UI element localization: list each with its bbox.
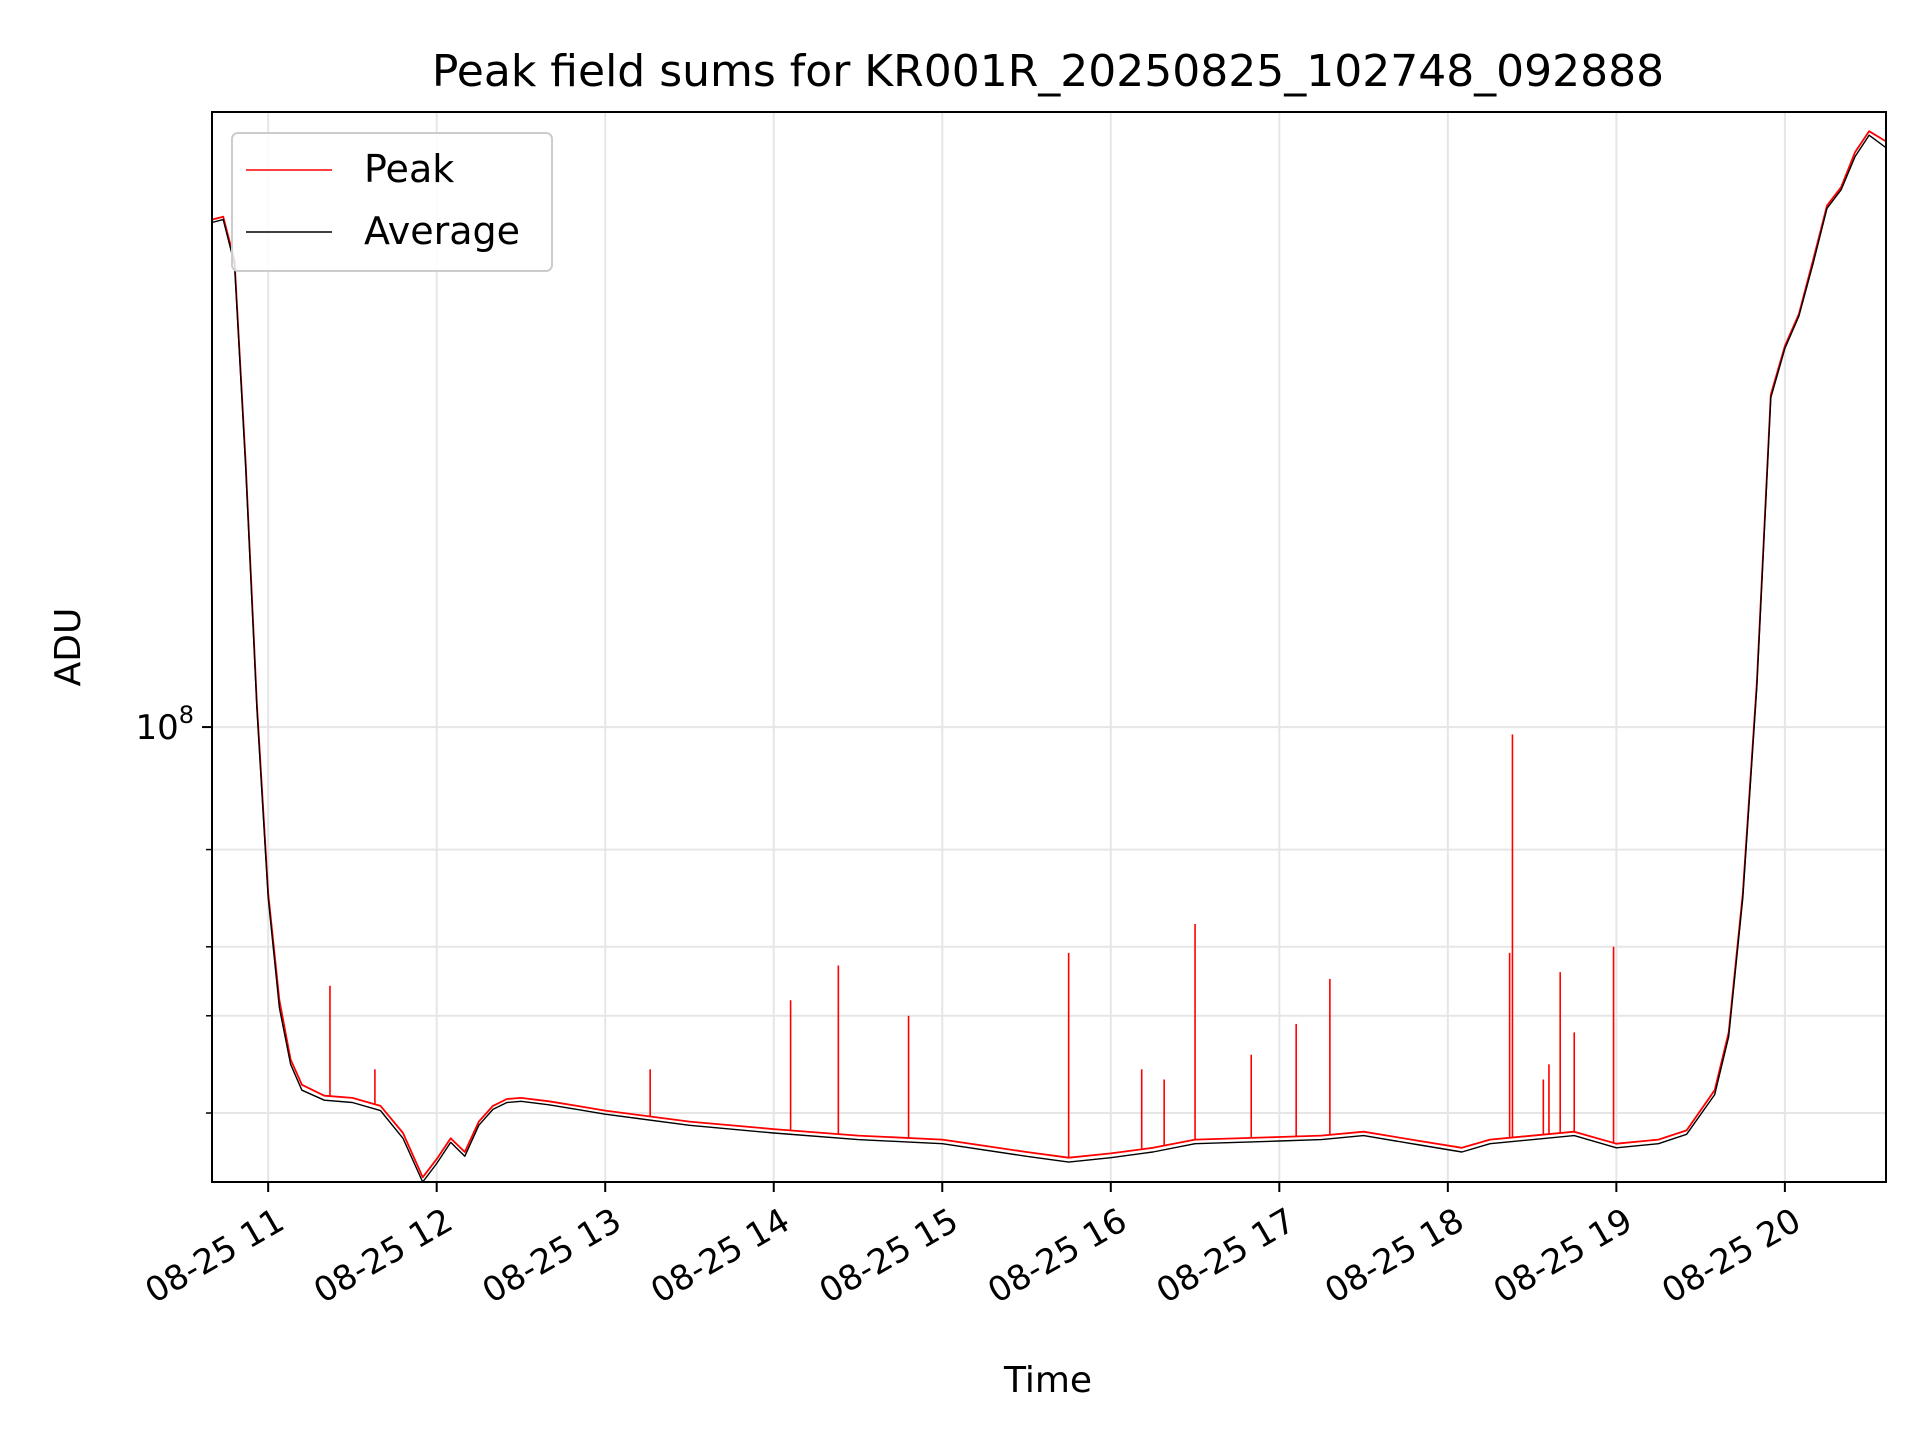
y-axis-label: ADU: [48, 608, 89, 687]
series-average-line: [212, 134, 1886, 1182]
chart-title: Peak field sums for KR001R_20250825_1027…: [432, 46, 1664, 97]
y-tick-label: 108: [135, 701, 194, 748]
axes-frame: [211, 111, 1887, 1183]
plot-area: [212, 130, 1886, 1182]
legend: Peak Average: [231, 132, 553, 272]
grid: [212, 112, 1886, 1182]
legend-peak-label: Peak: [364, 147, 454, 191]
y-axis-ticks: 108: [135, 701, 212, 1114]
x-axis-label: Time: [1003, 1360, 1092, 1401]
legend-box: [231, 132, 553, 272]
legend-average-label: Average: [364, 209, 520, 253]
